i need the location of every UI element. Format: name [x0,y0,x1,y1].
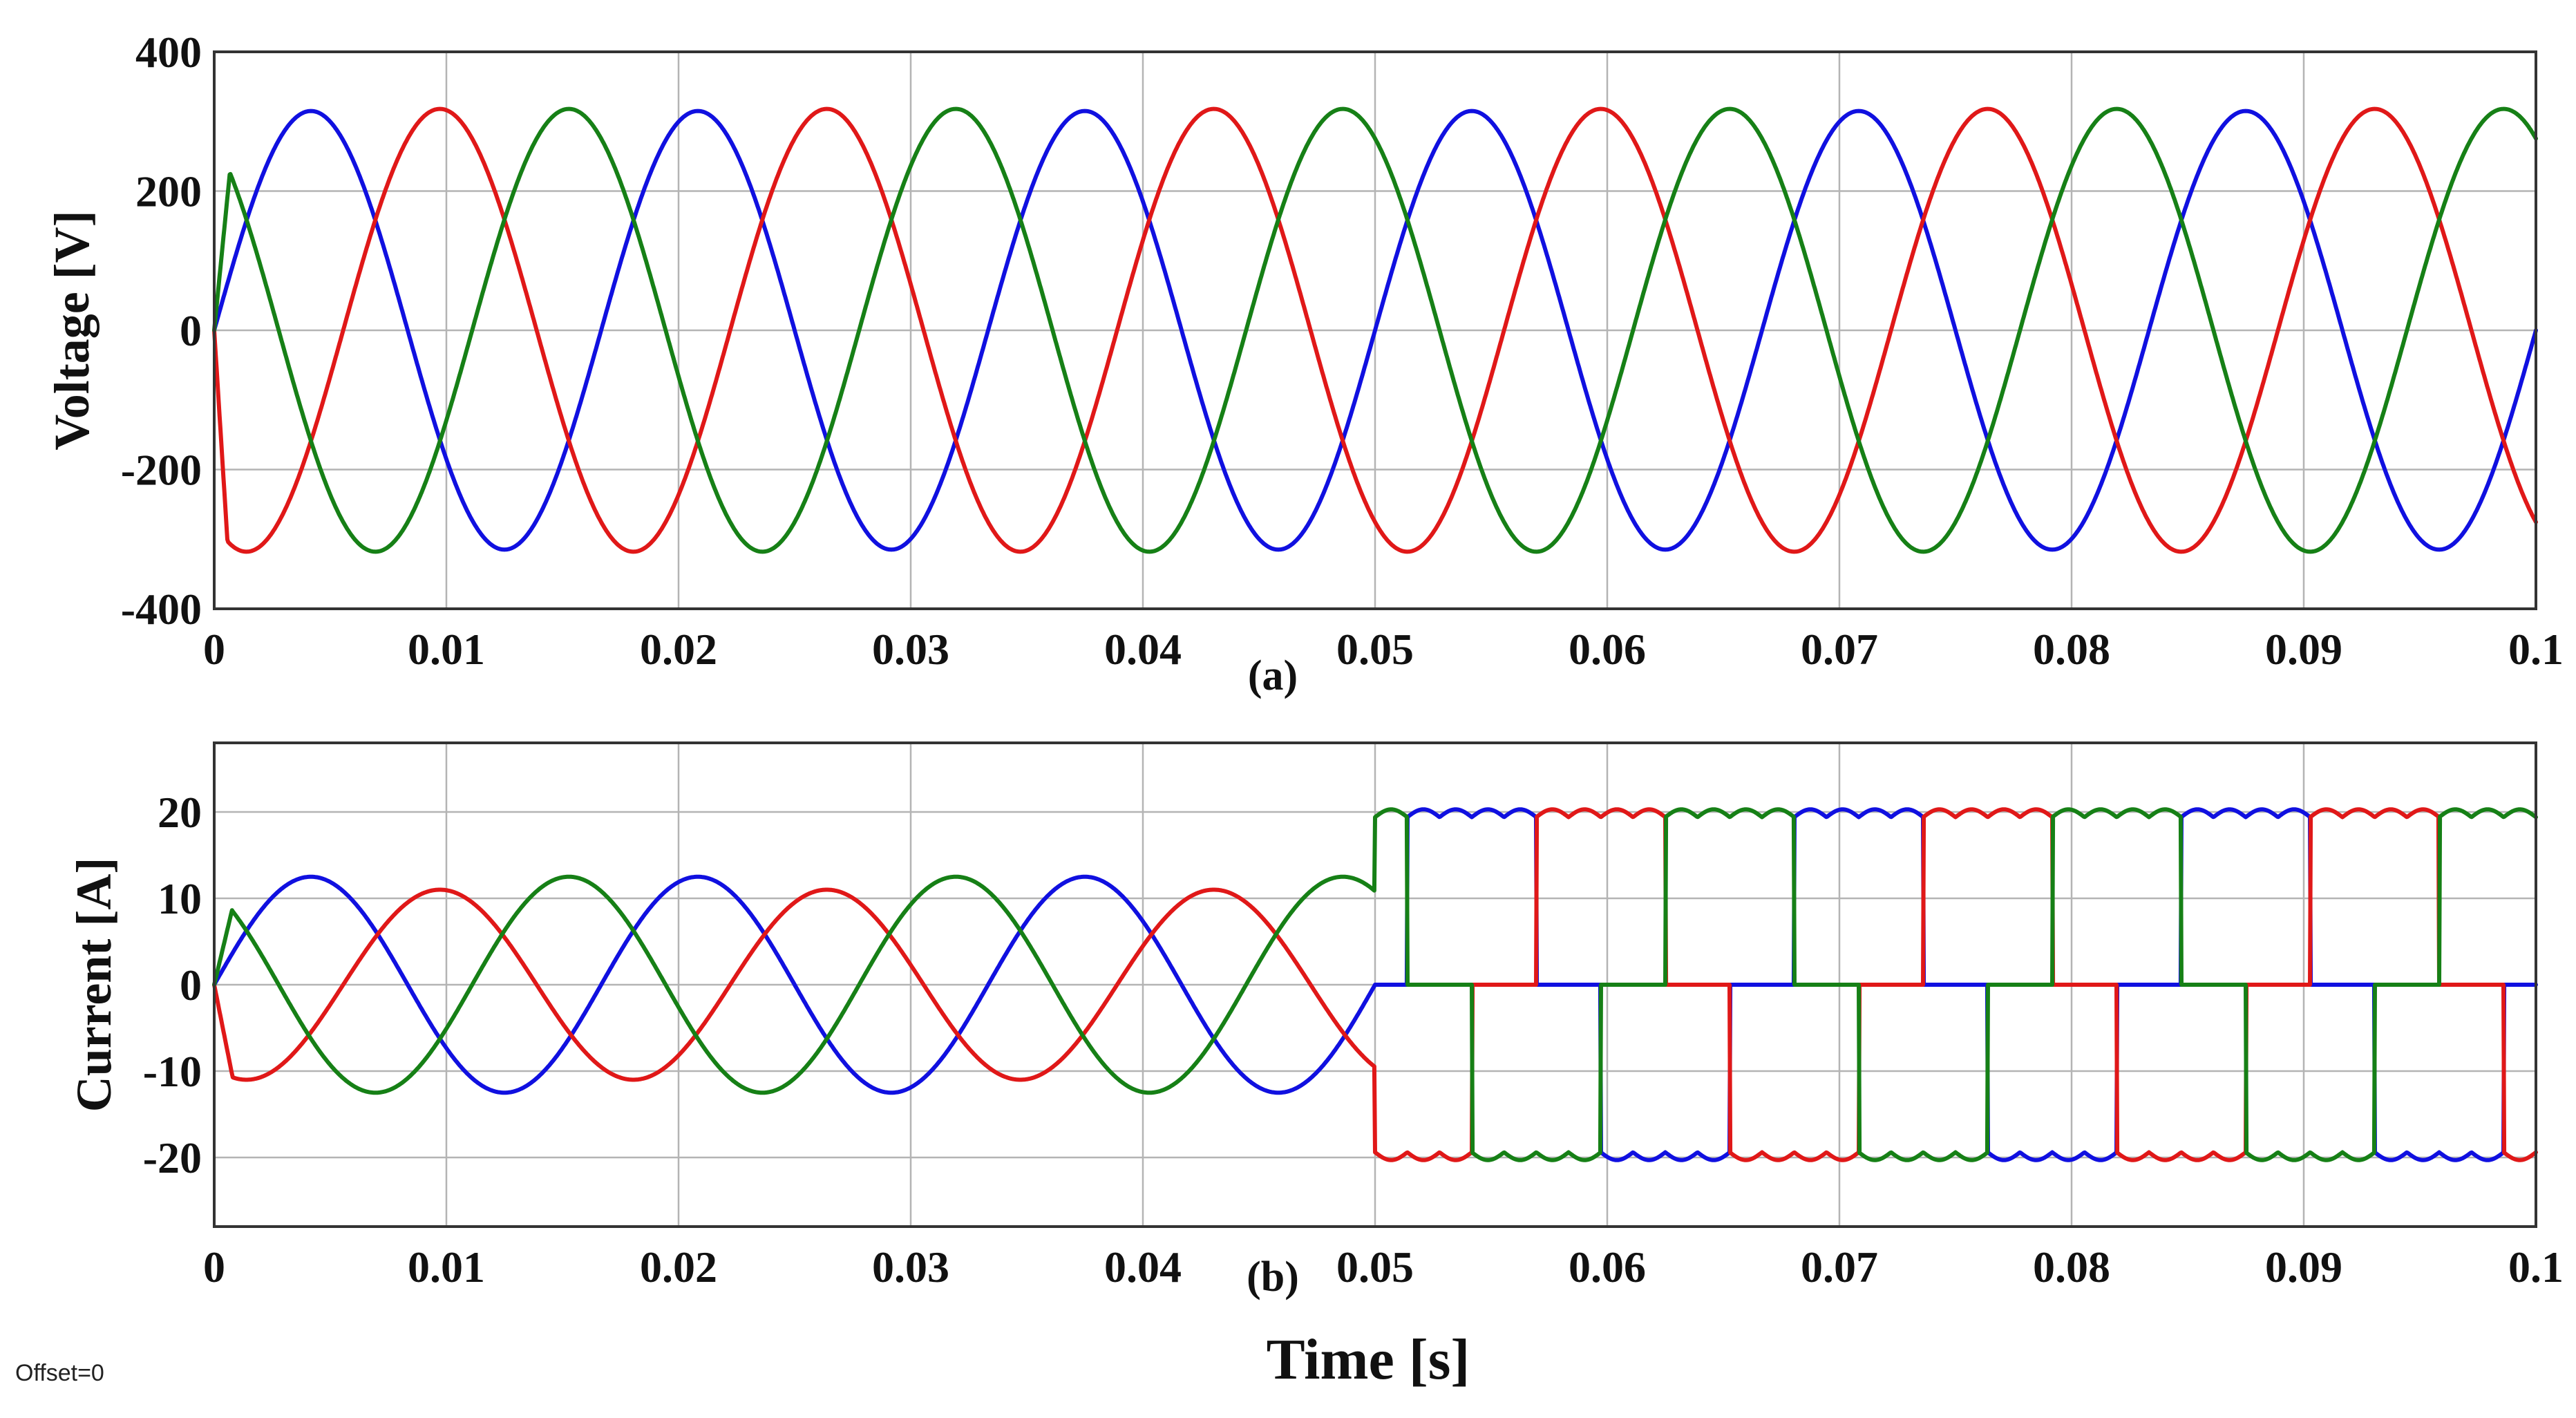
y-tick-label: -200 [121,446,202,495]
subplot-label-a: (a) [1248,652,1298,699]
offset-note: Offset=0 [15,1360,104,1386]
x-tick-label: 0.05 [1336,1242,1414,1292]
subplot-label-b: (b) [1247,1254,1299,1301]
current-plot: 20 10 0 -10 -20 0 0.01 0.02 0.03 0.04 0.05 0.06 0.0… [66,741,2564,1392]
voltage-y-ticks: 400 200 0 -200 -400 [121,28,202,634]
voltage-plot: 400 200 0 -200 -400 0 0.01 0.02 0.03 0.04 0.05 0.0… [44,28,2564,699]
x-tick-label: 0.07 [1801,1242,1878,1292]
y-tick-label: -20 [143,1133,202,1182]
y-tick-label: 10 [158,874,202,923]
y-tick-label: 400 [135,28,202,77]
time-x-axis-label: Time [s] [1267,1327,1470,1392]
x-tick-label: 0.1 [2508,625,2564,674]
y-tick-label: -400 [121,585,202,634]
x-tick-label: 0.08 [2033,625,2110,674]
x-tick-label: 0.05 [1336,625,1414,674]
x-tick-label: 0.01 [408,625,485,674]
red-phase-trace [212,807,2538,1162]
green-phase-trace [212,807,2538,1162]
x-tick-label: 0.02 [640,625,717,674]
x-tick-label: 0 [203,1242,225,1292]
current-plot-frame [213,741,2537,1228]
x-tick-label: 0.06 [1569,625,1646,674]
x-tick-label: 0.09 [2265,625,2342,674]
x-tick-label: 0 [203,625,225,674]
voltage-y-axis-label: Voltage [V] [44,210,100,450]
blue-phase-trace [212,108,2538,552]
y-tick-label: 0 [180,961,202,1010]
current-y-axis-label: Current [A] [66,858,122,1113]
x-tick-label: 0.04 [1104,1242,1182,1292]
voltage-plot-frame [213,50,2537,610]
x-tick-label: 0.03 [872,625,949,674]
green-phase-trace [212,106,2538,554]
blue-phase-trace [212,807,2538,1162]
y-tick-label: 200 [135,167,202,216]
red-phase-trace [212,106,2538,554]
current-x-ticks: 0 0.01 0.02 0.03 0.04 0.05 0.06 0.07 0.08 0.09 0.1 [203,1242,2564,1292]
x-tick-label: 0.02 [640,1242,717,1292]
x-tick-label: 0.03 [872,1242,949,1292]
x-tick-label: 0.04 [1104,625,1182,674]
current-traces [212,807,2538,1162]
x-tick-label: 0.08 [2033,1242,2110,1292]
x-tick-label: 0.1 [2508,1242,2564,1292]
y-tick-label: 0 [180,306,202,355]
current-y-ticks: 20 10 0 -10 -20 [143,788,202,1182]
voltage-traces [212,106,2538,554]
y-tick-label: 20 [158,788,202,837]
x-tick-label: 0.09 [2265,1242,2342,1292]
y-tick-label: -10 [143,1047,202,1096]
x-tick-label: 0.07 [1801,625,1878,674]
x-tick-label: 0.01 [408,1242,485,1292]
voltage-x-ticks: 0 0.01 0.02 0.03 0.04 0.05 0.06 0.07 0.08 0.09 0.1 [203,625,2564,674]
x-tick-label: 0.06 [1569,1242,1646,1292]
